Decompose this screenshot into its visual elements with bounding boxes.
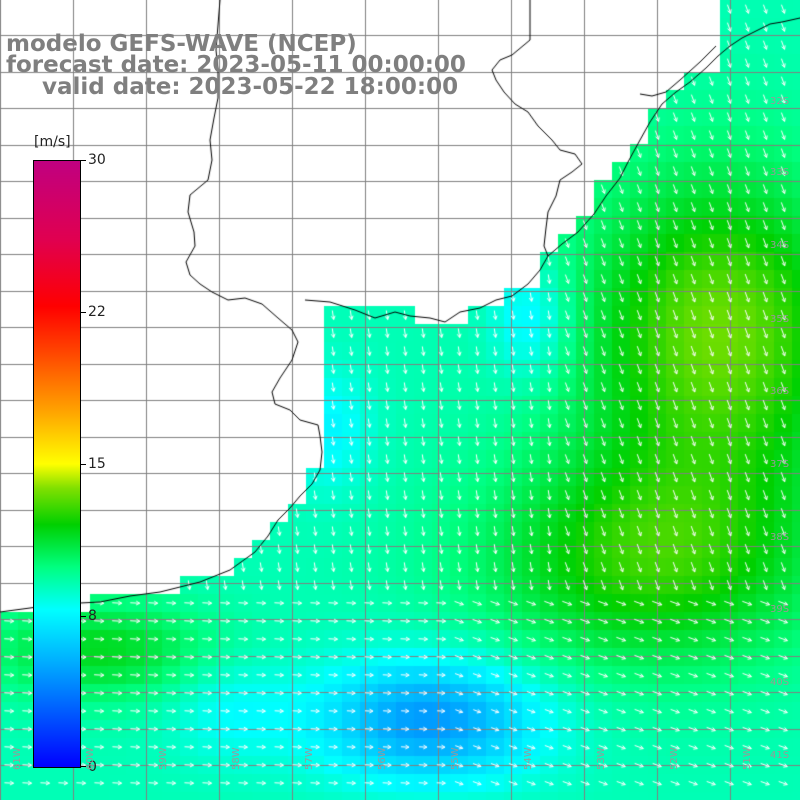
lon-label: 54W: [523, 747, 534, 770]
lon-label: 56W: [377, 747, 388, 770]
colorbar-tick: [80, 616, 86, 617]
lat-label: 39S: [770, 604, 790, 615]
lon-label: 52W: [669, 747, 680, 770]
lat-label: 38S: [770, 532, 790, 543]
lon-label: 58W: [231, 747, 242, 770]
lat-label: 37S: [770, 459, 790, 470]
colorbar-tick: [80, 464, 86, 465]
lat-label: 32S: [770, 96, 790, 107]
lat-label: 40S: [770, 677, 790, 688]
colorbar-tick-label: 22: [88, 304, 106, 320]
lon-label: 51W: [742, 747, 753, 770]
lon-label: 59W: [158, 747, 169, 770]
lon-label: 61W: [12, 747, 23, 770]
colorbar-tick-label: 8: [88, 608, 97, 624]
valid-date: valid date: 2023-05-22 18:00:00: [42, 74, 459, 100]
lon-label: 55W: [450, 747, 461, 770]
model-title: modelo GEFS-WAVE (NCEP): [6, 31, 357, 57]
lon-label: 60W: [85, 747, 96, 770]
lat-label: 35S: [770, 314, 790, 325]
colorbar: [33, 160, 81, 768]
colorbar-tick-label: 30: [88, 152, 106, 168]
lat-label: 36S: [770, 386, 790, 397]
colorbar-tick: [80, 160, 86, 161]
lat-label: 41S: [770, 750, 790, 761]
colorbar-unit: [m/s]: [34, 134, 71, 150]
lat-label: 34S: [770, 240, 790, 251]
colorbar-tick: [80, 312, 86, 313]
lon-label: 53W: [596, 747, 607, 770]
colorbar-tick: [80, 766, 86, 767]
colorbar-tick-label: 0: [88, 759, 97, 775]
lat-label: 33S: [770, 167, 790, 178]
forecast-date: forecast date: 2023-05-11 00:00:00: [6, 52, 466, 78]
colorbar-tick-label: 15: [88, 456, 106, 472]
lon-label: 57W: [304, 747, 315, 770]
